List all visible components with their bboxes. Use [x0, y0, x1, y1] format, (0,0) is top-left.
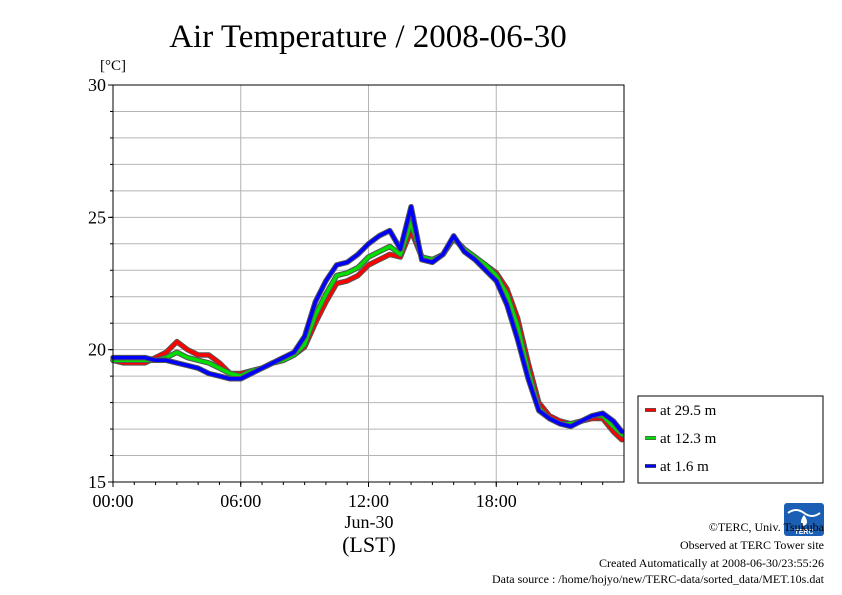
series-layer: [110, 203, 625, 443]
logo-text: TERC: [794, 529, 813, 536]
x-tick-label: 18:00: [476, 491, 517, 511]
logo-drop-icon: [801, 515, 807, 526]
terc-logo: TERC: [784, 503, 824, 536]
logo-wave-icon: [787, 509, 821, 517]
series-outline-2: [110, 203, 625, 435]
legend-label: at 12.3 m: [660, 431, 717, 447]
legend-label: at 1.6 m: [660, 459, 709, 475]
y-axis-unit: [°C]: [100, 58, 126, 74]
legend-label: at 29.5 m: [660, 403, 717, 419]
x-axis-ticks: 00:00 06:00 12:00 18:00: [92, 482, 604, 511]
x-axis-date-label: Jun-30: [345, 512, 394, 532]
y-tick-label: 30: [88, 75, 106, 95]
chart-title: Air Temperature / 2008-06-30: [169, 19, 567, 55]
legend-frame: [637, 395, 824, 484]
series-line-2: [111, 204, 624, 434]
copyright-text: ©TERC, Univ. Tsukuba: [708, 520, 824, 534]
y-tick-label: 15: [88, 472, 106, 492]
y-tick-label: 25: [88, 207, 106, 227]
y-axis-ticks: 15 20 25 30: [88, 75, 113, 492]
y-tick-label: 20: [88, 340, 106, 360]
observed-site-text: Observed at TERC Tower site: [679, 538, 824, 552]
legend: at 29.5 m at 12.3 m at 1.6 m: [637, 395, 824, 484]
series-line-0: [111, 228, 624, 442]
legend-items: at 29.5 m at 12.3 m at 1.6 m: [645, 403, 717, 475]
grid-lines: [113, 85, 624, 482]
created-time-text: Created Automatically at 2008-06-30/23:5…: [599, 556, 824, 570]
x-axis-label: (LST): [342, 532, 396, 557]
x-tick-label: 06:00: [220, 491, 261, 511]
x-tick-label: 12:00: [348, 491, 389, 511]
x-tick-label: 00:00: [92, 491, 133, 511]
data-source-text: Data source : /home/hojyo/new/TERC-data/…: [491, 572, 824, 586]
